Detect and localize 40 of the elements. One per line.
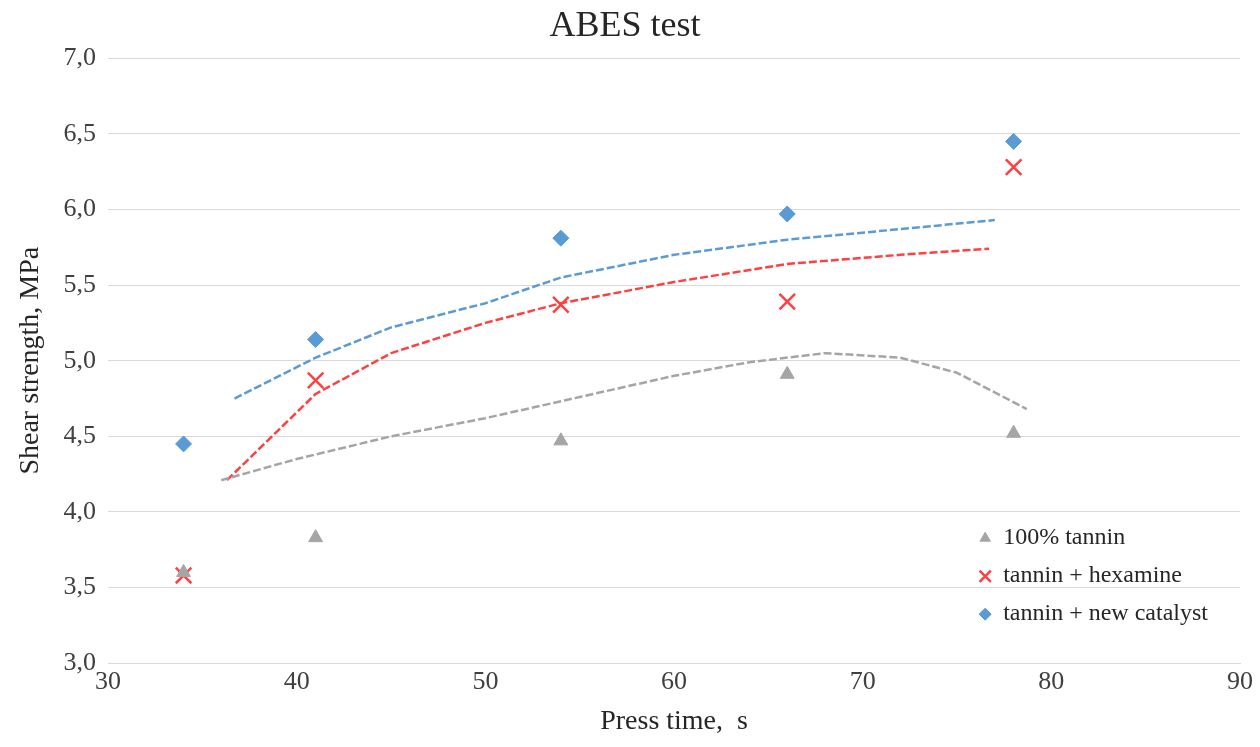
x-tick-label: 30	[95, 665, 122, 695]
point	[306, 371, 325, 390]
y-tick-label: 5,0	[63, 344, 97, 374]
point	[1004, 158, 1023, 177]
point	[176, 563, 191, 577]
x-tick-label: 70	[849, 665, 876, 695]
y-tick-label: 7,0	[63, 42, 97, 72]
y-tick-label: 6,5	[63, 117, 97, 147]
x-tick-label: 50	[472, 665, 499, 695]
y-tick-label: 3,0	[63, 647, 97, 677]
point	[1006, 424, 1022, 438]
y-tick-label: 5,5	[63, 268, 97, 298]
line-series	[225, 247, 991, 482]
legend-label: tannin + hexamine	[1003, 561, 1183, 588]
x-tick-label: 90	[1227, 665, 1253, 695]
point	[551, 295, 570, 314]
point	[307, 331, 325, 349]
x-tick-label: 80	[1038, 665, 1065, 695]
point	[553, 432, 569, 446]
point	[778, 292, 797, 311]
point	[779, 365, 795, 379]
legend-label: 100% tannin	[1003, 523, 1126, 550]
legend-label: tannin + new catalyst	[1003, 599, 1209, 626]
x-tick-label: 60	[661, 665, 688, 695]
line-series	[220, 351, 1029, 482]
point	[552, 229, 570, 247]
y-tick-label: 6,0	[63, 193, 97, 223]
point	[175, 435, 193, 453]
point	[174, 566, 193, 585]
x-axis-title: Press time, s	[600, 703, 748, 735]
point	[308, 529, 324, 543]
line-series	[233, 218, 997, 400]
y-tick-label: 3,5	[63, 571, 97, 601]
point	[1005, 132, 1023, 150]
y-axis-title: Shear strength, MPa	[13, 246, 45, 475]
y-tick-label: 4,5	[63, 420, 97, 450]
x-tick-label: 40	[283, 665, 310, 695]
chart-title: ABES test	[549, 4, 701, 45]
point	[778, 205, 796, 223]
y-tick-label: 4,0	[63, 495, 97, 525]
